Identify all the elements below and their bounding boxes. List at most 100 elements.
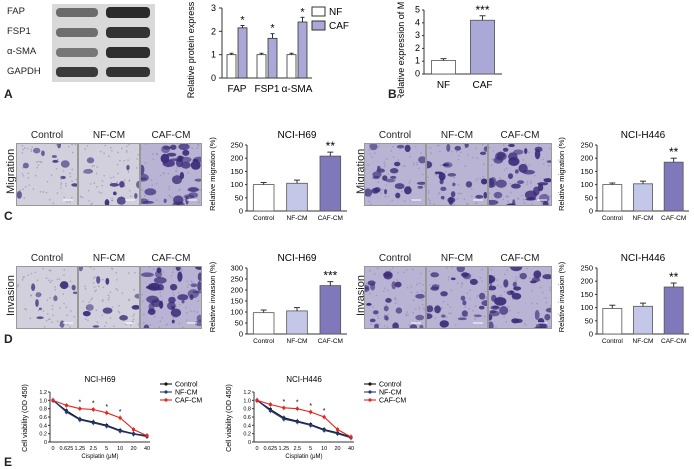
- pore-dot: [103, 174, 106, 177]
- pore-dot: [416, 283, 418, 286]
- y-tick-label: 100: [230, 180, 243, 189]
- pore-dot: [370, 203, 372, 205]
- band: [56, 67, 98, 77]
- cell-cluster: [188, 192, 199, 199]
- cell-cluster: [395, 307, 403, 314]
- cell-cluster: [177, 294, 189, 301]
- cell-cluster: [170, 144, 177, 150]
- chart-e-h446: Cell viability (OD 450) NCI-H446 0 0.2 0.4 0…: [226, 375, 406, 460]
- pore-dot: [422, 283, 424, 286]
- pore-dot: [150, 179, 153, 181]
- pore-dot: [196, 147, 198, 149]
- cell-cluster: [374, 323, 379, 328]
- cell-cluster: [102, 307, 113, 314]
- cell-cluster: [141, 164, 145, 175]
- pore-dot: [63, 302, 65, 305]
- y-tick-label: 1.2: [243, 390, 251, 396]
- pore-dot: [397, 159, 400, 161]
- pore-dot: [509, 309, 511, 312]
- cell-cluster: [166, 152, 177, 157]
- pore-dot: [95, 309, 98, 312]
- pore-dot: [481, 268, 483, 271]
- pore-dot: [132, 318, 135, 321]
- pore-dot: [186, 311, 188, 314]
- img-title-caf-cm-d-h446: CAF-CM: [500, 253, 540, 264]
- cell-cluster: [511, 292, 522, 300]
- legend-label-caf-cm: CAF-CM: [175, 398, 202, 405]
- x-tick-label: Control: [253, 215, 275, 222]
- pore-dot: [467, 315, 469, 317]
- pore-dot: [373, 273, 376, 275]
- legend-marker: [368, 398, 372, 402]
- cell-cluster: [113, 191, 117, 196]
- pore-dot: [528, 164, 531, 167]
- pore-dot: [477, 294, 479, 296]
- pore-dot: [112, 176, 115, 178]
- pore-dot: [437, 176, 440, 178]
- y-tick-label: 1.0: [243, 398, 251, 404]
- x-tick-label: 5: [105, 446, 108, 452]
- cell-cluster: [383, 271, 393, 280]
- y-tick-label: 50: [585, 316, 593, 325]
- pore-dot: [123, 179, 126, 182]
- pore-dot: [116, 163, 119, 166]
- y-tick-label: 200: [580, 277, 593, 286]
- chart-b-ylabel: Relative expression of MEG3: [396, 2, 406, 98]
- pore-dot: [447, 303, 449, 306]
- x-tick-label: 0: [51, 446, 54, 452]
- pore-dot: [429, 146, 432, 149]
- pore-dot: [496, 279, 498, 281]
- micrograph-invasion-h69-caf: [140, 266, 202, 329]
- img-title-control-d: Control: [30, 253, 64, 264]
- band: [106, 7, 150, 18]
- cell-cluster: [105, 277, 110, 285]
- pore-dot: [93, 268, 95, 270]
- cell-cluster: [369, 318, 376, 323]
- cell-cluster: [365, 286, 370, 292]
- y-tick-label: 250: [580, 264, 593, 273]
- cell-cluster: [533, 270, 542, 279]
- pore-dot: [199, 189, 201, 191]
- y-tick-label: 4: [415, 17, 420, 27]
- cell-cluster: [366, 302, 372, 306]
- pore-dot: [178, 322, 181, 325]
- pore-dot: [442, 300, 445, 303]
- y-tick-label: 1.0: [39, 398, 47, 404]
- pore-dot: [82, 300, 85, 303]
- bar-nf: [256, 54, 267, 79]
- chart-a-ylabel: Relative protein expression: [186, 2, 196, 98]
- pore-dot: [56, 320, 59, 323]
- cell-cluster: [86, 157, 95, 164]
- pore-dot: [400, 190, 403, 193]
- pore-dot: [107, 298, 110, 301]
- pore-dot: [406, 311, 408, 313]
- x-tick-label: CAF-CM: [318, 338, 343, 345]
- pore-dot: [185, 306, 187, 309]
- cell-cluster: [372, 175, 380, 180]
- cell-cluster: [175, 267, 181, 271]
- pore-dot: [531, 203, 533, 205]
- cell-cluster: [180, 161, 191, 169]
- panel-label-b: B: [388, 87, 397, 101]
- pore-dot: [98, 285, 100, 288]
- pore-dot: [483, 315, 486, 318]
- cell-cluster: [489, 199, 499, 205]
- cell-cluster: [490, 305, 500, 310]
- cell-cluster: [481, 300, 487, 306]
- pore-dot: [380, 192, 382, 194]
- y-tick-label: 150: [580, 167, 593, 176]
- pore-dot: [412, 312, 414, 314]
- pore-dot: [418, 167, 421, 170]
- pore-dot: [93, 164, 95, 167]
- band: [56, 28, 98, 37]
- pore-dot: [81, 196, 84, 199]
- cell-cluster: [404, 186, 412, 195]
- pore-dot: [369, 153, 372, 155]
- pore-dot: [392, 156, 395, 158]
- pore-dot: [109, 146, 112, 149]
- pore-dot: [522, 198, 525, 201]
- x-tick-label: NF-CM: [633, 338, 654, 345]
- cell-cluster: [161, 145, 171, 154]
- pore-dot: [387, 289, 389, 292]
- pore-dot: [152, 153, 154, 155]
